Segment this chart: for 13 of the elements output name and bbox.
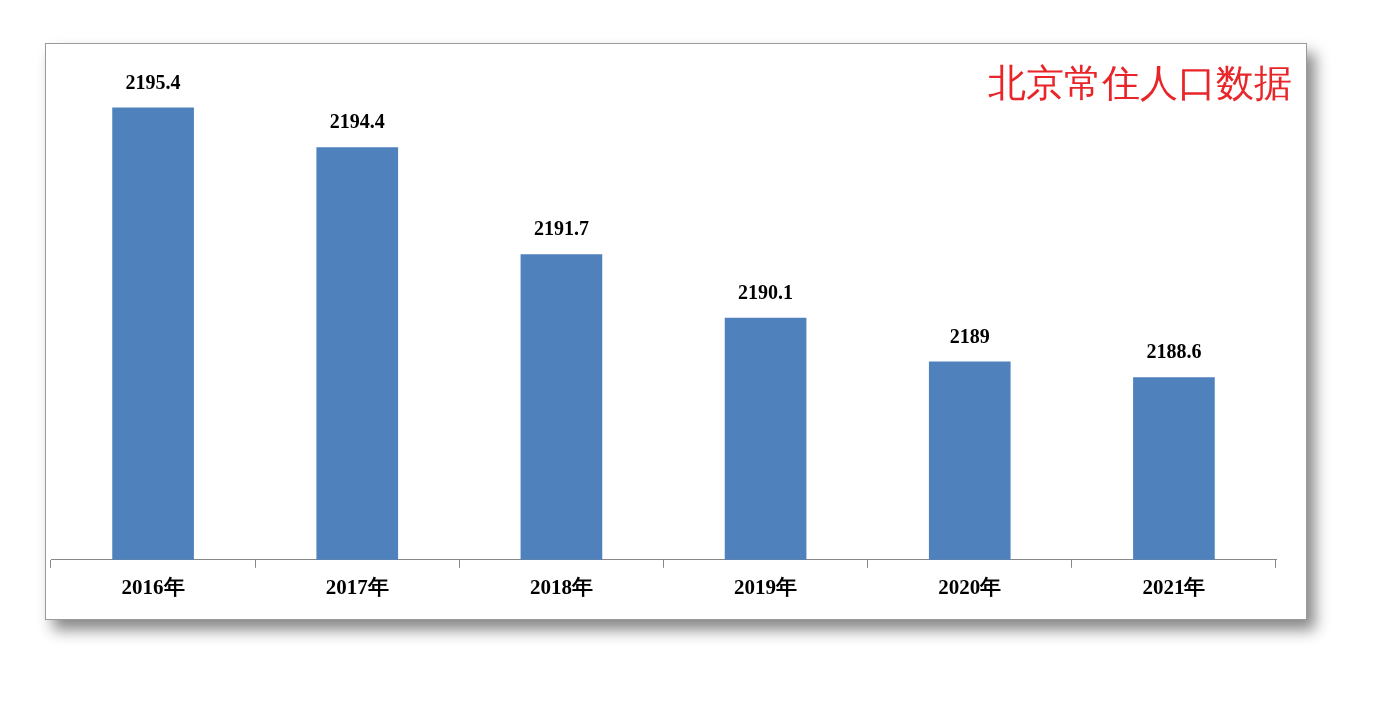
x-tick-label: 2018年 (529, 574, 593, 599)
x-tick-label: 2019年 (734, 574, 798, 599)
x-tick-label: 2017年 (325, 574, 389, 599)
data-label: 2188.6 (1146, 340, 1202, 363)
x-tick-label: 2021年 (1142, 574, 1206, 599)
data-label: 2194.4 (329, 110, 385, 133)
data-label: 2189 (949, 324, 990, 347)
data-label: 2191.7 (533, 217, 589, 240)
x-tick-label: 2020年 (938, 574, 1002, 599)
text: 北京常住人口数据 (988, 60, 1292, 107)
x-tick-label: 2016年 (121, 574, 185, 599)
data-label: 2195.4 (125, 70, 181, 93)
data-label: 2190.1 (738, 280, 794, 303)
